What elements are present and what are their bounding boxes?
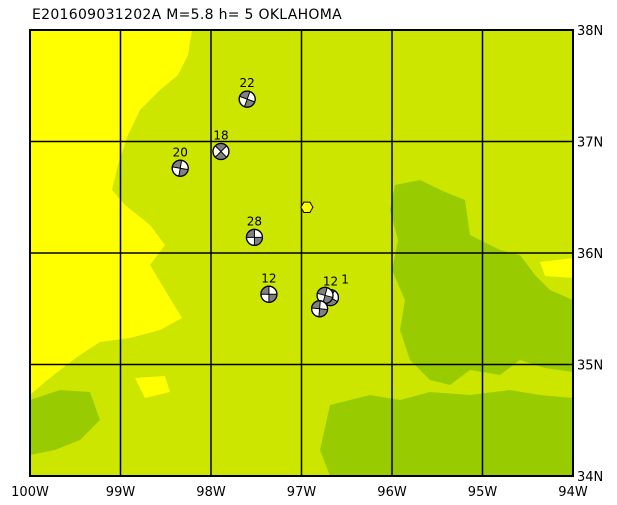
terrain-high xyxy=(30,390,100,455)
epicenter xyxy=(300,201,314,213)
lat-tick-label: 35N xyxy=(577,359,603,374)
beachball[interactable] xyxy=(311,300,329,318)
lon-tick-label: 99W xyxy=(106,485,136,500)
terrain-high xyxy=(320,390,573,476)
mechanism-label: 28 xyxy=(247,214,262,228)
terrain-high xyxy=(390,180,573,385)
beachball[interactable] xyxy=(171,159,190,178)
lon-tick-label: 98W xyxy=(196,485,226,500)
terrain-low-patch xyxy=(135,376,170,398)
map-title: E201609031202A M=5.8 h= 5 OKLAHOMA xyxy=(32,7,342,23)
lon-tick-label: 96W xyxy=(377,485,407,500)
terrain-low xyxy=(30,30,192,395)
mechanism-label: 20 xyxy=(173,145,188,159)
lon-tick-label: 97W xyxy=(287,485,317,500)
lat-tick-label: 38N xyxy=(577,24,603,39)
lat-tick-label: 37N xyxy=(577,136,603,151)
hexagon-icon xyxy=(300,201,314,213)
mechanism-label: 1 xyxy=(341,272,349,286)
mechanism-label: 12 xyxy=(323,275,338,289)
beachball[interactable] xyxy=(237,89,258,110)
beachball[interactable] xyxy=(260,285,278,303)
mechanism-label: 18 xyxy=(213,129,228,143)
lon-tick-label: 94W xyxy=(558,485,588,500)
beachball[interactable] xyxy=(210,140,233,163)
lat-tick-label: 34N xyxy=(577,470,603,485)
lon-tick-label: 95W xyxy=(468,485,498,500)
focal-mechanisms xyxy=(171,89,340,318)
mechanism-label: 12 xyxy=(261,271,276,285)
lon-tick-label: 100W xyxy=(11,485,49,500)
lat-tick-label: 36N xyxy=(577,247,603,262)
terrain-low-patch xyxy=(540,258,573,278)
mechanism-label: 22 xyxy=(240,76,255,90)
map-frame xyxy=(29,29,574,477)
beachball[interactable] xyxy=(245,228,264,246)
